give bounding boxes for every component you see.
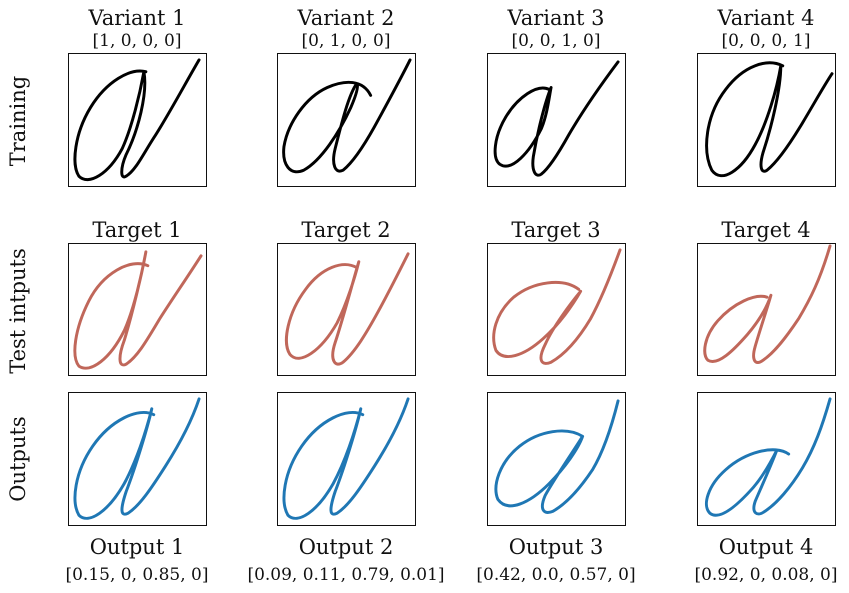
output-panel-4	[697, 392, 836, 526]
output-title: Output 3	[508, 535, 604, 559]
handwriting-curve	[494, 399, 620, 514]
variant-title: Variant 4	[717, 6, 815, 30]
target-panel-2	[277, 243, 416, 376]
target-panel-3	[487, 243, 626, 376]
row-label-test-inputs: Test intputs	[6, 248, 30, 374]
variant-title: Variant 3	[507, 6, 605, 30]
output-panel-2	[277, 392, 416, 526]
handwriting-curve	[285, 252, 410, 366]
output-vector: [0.42, 0.0, 0.57, 0]	[476, 565, 636, 585]
handwriting-curve	[73, 250, 203, 370]
output-panel-1	[68, 392, 207, 526]
output-vector: [0.09, 0.11, 0.79, 0.01]	[247, 565, 445, 585]
handwriting-curve	[492, 248, 622, 365]
handwriting-curve	[73, 397, 201, 520]
output-vector: [0.92, 0, 0.08, 0]	[694, 565, 838, 585]
target-title: Target 3	[511, 218, 601, 242]
handwriting-curve	[282, 58, 412, 174]
variant-vector: [0, 0, 1, 0]	[511, 31, 601, 51]
row-label-training: Training	[6, 75, 30, 167]
training-panel-1	[68, 53, 207, 187]
training-panel-3	[487, 53, 626, 187]
target-title: Target 1	[92, 218, 182, 242]
variant-title: Variant 1	[88, 6, 186, 30]
handwriting-curve	[282, 397, 410, 520]
row-label-outputs: Outputs	[6, 416, 30, 502]
handwriting-curve	[493, 60, 620, 177]
handwriting-curve	[703, 244, 832, 364]
variant-vector: [1, 0, 0, 0]	[92, 31, 182, 51]
variant-vector: [0, 0, 0, 1]	[721, 31, 811, 51]
target-panel-1	[68, 243, 207, 376]
variant-title: Variant 2	[297, 6, 395, 30]
target-title: Target 4	[721, 218, 811, 242]
training-panel-4	[697, 53, 836, 187]
output-vector: [0.15, 0, 0.85, 0]	[65, 565, 209, 585]
target-panel-4	[697, 243, 836, 376]
handwriting-curve	[705, 61, 834, 177]
output-panel-3	[487, 392, 626, 526]
output-title: Output 4	[718, 535, 814, 559]
target-title: Target 2	[301, 218, 391, 242]
output-title: Output 2	[298, 535, 394, 559]
training-panel-2	[277, 53, 416, 187]
variant-vector: [0, 1, 0, 0]	[301, 31, 391, 51]
handwriting-curve	[705, 397, 832, 517]
handwriting-curve	[73, 58, 201, 182]
output-title: Output 1	[89, 535, 185, 559]
